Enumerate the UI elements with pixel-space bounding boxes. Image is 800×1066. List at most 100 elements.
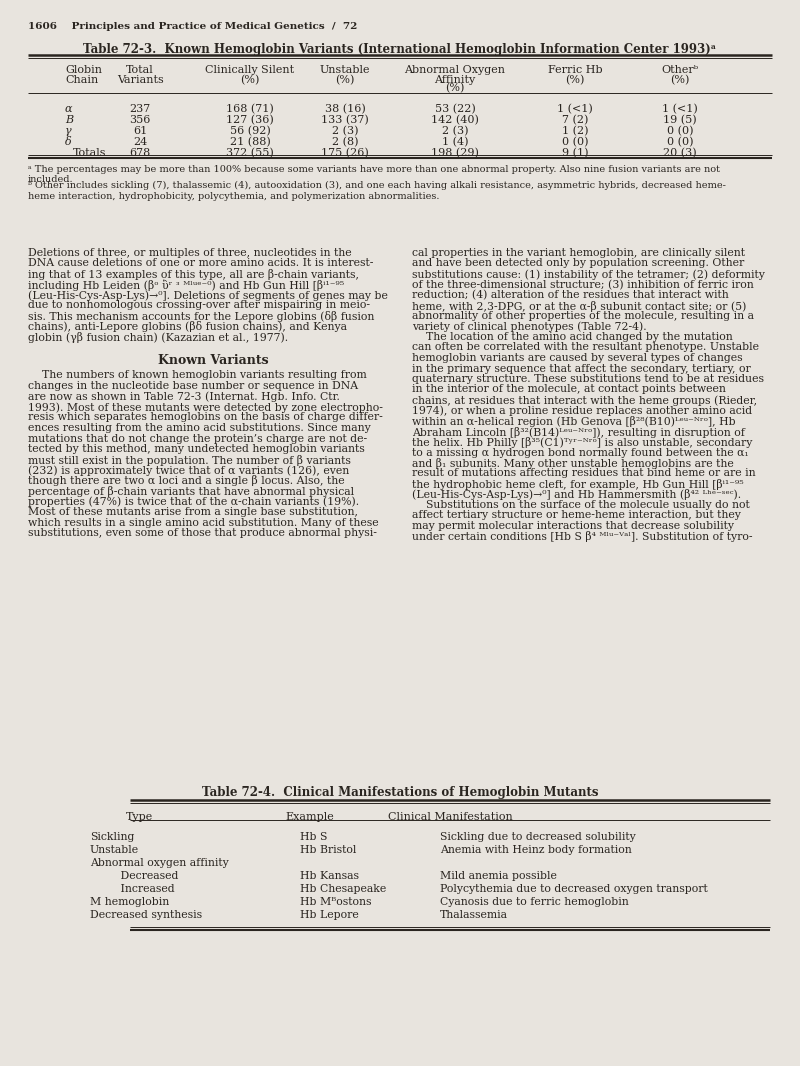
Text: though there are two α loci and a single β locus. Also, the: though there are two α loci and a single… [28, 475, 345, 486]
Text: Abnormal oxygen affinity: Abnormal oxygen affinity [90, 858, 229, 868]
Text: 168 (71): 168 (71) [226, 104, 274, 114]
Text: Abnormal Oxygen: Abnormal Oxygen [405, 65, 506, 75]
Text: 21 (88): 21 (88) [230, 138, 270, 147]
Text: Hb Kansas: Hb Kansas [300, 871, 359, 881]
Text: ences resulting from the amino acid substitutions. Since many: ences resulting from the amino acid subs… [28, 423, 370, 433]
Text: substitutions cause: (1) instability of the tetramer; (2) deformity: substitutions cause: (1) instability of … [412, 269, 765, 279]
Text: chains, at residues that interact with the heme groups (Rieder,: chains, at residues that interact with t… [412, 395, 757, 405]
Text: Polycythemia due to decreased oxygen transport: Polycythemia due to decreased oxygen tra… [440, 884, 708, 894]
Text: Cyanosis due to ferric hemoglobin: Cyanosis due to ferric hemoglobin [440, 897, 629, 907]
Text: tected by this method, many undetected hemoglobin variants: tected by this method, many undetected h… [28, 445, 365, 454]
Text: 2 (3): 2 (3) [442, 126, 468, 136]
Text: of the three-dimensional structure; (3) inhibition of ferric iron: of the three-dimensional structure; (3) … [412, 279, 754, 290]
Text: 678: 678 [130, 148, 150, 158]
Text: 0 (0): 0 (0) [666, 138, 694, 147]
Text: DNA cause deletions of one or more amino acids. It is interest-: DNA cause deletions of one or more amino… [28, 258, 374, 269]
Text: Table 72-4.  Clinical Manifestations of Hemoglobin Mutants: Table 72-4. Clinical Manifestations of H… [202, 786, 598, 800]
Text: Example: Example [286, 812, 334, 822]
Text: 1993). Most of these mutants were detected by zone electropho-: 1993). Most of these mutants were detect… [28, 402, 383, 413]
Text: Affinity: Affinity [434, 75, 476, 85]
Text: (%): (%) [566, 75, 585, 85]
Text: abnormality of other properties of the molecule, resulting in a: abnormality of other properties of the m… [412, 311, 754, 321]
Text: 133 (37): 133 (37) [321, 115, 369, 126]
Text: α: α [65, 104, 73, 114]
Text: in the interior of the molecule, at contact points between: in the interior of the molecule, at cont… [412, 385, 726, 394]
Text: (%): (%) [670, 75, 690, 85]
Text: 175 (26): 175 (26) [321, 148, 369, 159]
Text: Otherᵇ: Otherᵇ [662, 65, 698, 75]
Text: Type: Type [126, 812, 154, 822]
Text: 53 (22): 53 (22) [434, 104, 475, 114]
Text: hemoglobin variants are caused by several types of changes: hemoglobin variants are caused by severa… [412, 353, 742, 364]
Text: ᵇ Other includes sickling (7), thalassemic (4), autooxidation (3), and one each : ᵇ Other includes sickling (7), thalassem… [28, 181, 726, 200]
Text: the hydrophobic heme cleft, for example, Hb Gun Hill [βⁱ¹⁻⁹⁵: the hydrophobic heme cleft, for example,… [412, 479, 744, 490]
Text: Total: Total [126, 65, 154, 75]
Text: 1 (<1): 1 (<1) [662, 104, 698, 114]
Text: Known Variants: Known Variants [158, 355, 268, 368]
Text: mutations that do not change the protein’s charge are not de-: mutations that do not change the protein… [28, 434, 367, 443]
Text: heme, with 2,3-DPG, or at the α-β subunit contact site; or (5): heme, with 2,3-DPG, or at the α-β subuni… [412, 301, 746, 311]
Text: Deletions of three, or multiples of three, nucleotides in the: Deletions of three, or multiples of thre… [28, 248, 352, 258]
Text: Hb Chesapeake: Hb Chesapeake [300, 884, 386, 894]
Text: cal properties in the variant hemoglobin, are clinically silent: cal properties in the variant hemoglobin… [412, 248, 745, 258]
Text: Most of these mutants arise from a single base substitution,: Most of these mutants arise from a singl… [28, 507, 358, 517]
Text: properties (47%) is twice that of the α-chain variants (19%).: properties (47%) is twice that of the α-… [28, 497, 359, 507]
Text: affect tertiary structure or heme-heme interaction, but they: affect tertiary structure or heme-heme i… [412, 511, 741, 520]
Text: Unstable: Unstable [320, 65, 370, 75]
Text: Decreased: Decreased [110, 871, 178, 881]
Text: (%): (%) [240, 75, 260, 85]
Text: Increased: Increased [110, 884, 174, 894]
Text: Ferric Hb: Ferric Hb [548, 65, 602, 75]
Text: must still exist in the population. The number of β variants: must still exist in the population. The … [28, 454, 351, 466]
Text: Unstable: Unstable [90, 845, 139, 855]
Text: 19 (5): 19 (5) [663, 115, 697, 126]
Text: Totals: Totals [73, 148, 106, 158]
Text: resis which separates hemoglobins on the basis of charge differ-: resis which separates hemoglobins on the… [28, 413, 382, 422]
Text: Anemia with Heinz body formation: Anemia with Heinz body formation [440, 845, 632, 855]
Text: in the primary sequence that affect the secondary, tertiary, or: in the primary sequence that affect the … [412, 364, 750, 373]
Text: reduction; (4) alteration of the residues that interact with: reduction; (4) alteration of the residue… [412, 290, 729, 301]
Text: 38 (16): 38 (16) [325, 104, 366, 114]
Text: ᵃ The percentages may be more than 100% because some variants have more than one: ᵃ The percentages may be more than 100% … [28, 165, 720, 184]
Text: sis. This mechanism accounts for the Lepore globins (δβ fusion: sis. This mechanism accounts for the Lep… [28, 311, 374, 322]
Text: 0 (0): 0 (0) [666, 126, 694, 136]
Text: Hb Bristol: Hb Bristol [300, 845, 356, 855]
Text: substitutions, even some of those that produce abnormal physi-: substitutions, even some of those that p… [28, 528, 377, 538]
Text: 372 (55): 372 (55) [226, 148, 274, 159]
Text: chains), anti-Lepore globins (βδ fusion chains), and Kenya: chains), anti-Lepore globins (βδ fusion … [28, 322, 347, 333]
Text: 237: 237 [130, 104, 150, 114]
Text: γ: γ [65, 126, 72, 136]
Text: 2 (8): 2 (8) [332, 138, 358, 147]
Text: 356: 356 [130, 115, 150, 125]
Text: globin (γβ fusion chain) (Kazazian et al., 1977).: globin (γβ fusion chain) (Kazazian et al… [28, 332, 288, 343]
Text: ing that of 13 examples of this type, all are β-chain variants,: ing that of 13 examples of this type, al… [28, 269, 359, 280]
Text: Table 72-3.  Known Hemoglobin Variants (International Hemoglobin Information Cen: Table 72-3. Known Hemoglobin Variants (I… [83, 43, 717, 56]
Text: The numbers of known hemoglobin variants resulting from: The numbers of known hemoglobin variants… [28, 371, 366, 381]
Text: variety of clinical phenotypes (Table 72-4).: variety of clinical phenotypes (Table 72… [412, 322, 646, 333]
Text: 198 (29): 198 (29) [431, 148, 479, 159]
Text: Globin: Globin [65, 65, 102, 75]
Text: (%): (%) [446, 83, 465, 94]
Text: 7 (2): 7 (2) [562, 115, 588, 126]
Text: can often be correlated with the resultant phenotype. Unstable: can often be correlated with the resulta… [412, 342, 759, 353]
Text: percentage of β-chain variants that have abnormal physical: percentage of β-chain variants that have… [28, 486, 354, 497]
Text: the helix. Hb Philly [β³⁵(C1)ᵀʸʳ⁻ᴺʳᵒ] is also unstable, secondary: the helix. Hb Philly [β³⁵(C1)ᵀʸʳ⁻ᴺʳᵒ] is… [412, 437, 752, 448]
Text: under certain conditions [Hb S β⁴ ᴹˡᵘ⁻ⱽᵃˡ]. Substitution of tyro-: under certain conditions [Hb S β⁴ ᴹˡᵘ⁻ⱽᵃ… [412, 532, 753, 543]
Text: quaternary structure. These substitutions tend to be at residues: quaternary structure. These substitution… [412, 374, 764, 384]
Text: 24: 24 [133, 138, 147, 147]
Text: Chain: Chain [65, 75, 98, 85]
Text: 142 (40): 142 (40) [431, 115, 479, 126]
Text: 1 (2): 1 (2) [562, 126, 588, 136]
Text: (Leu-His-Cys-Asp-Lys)→⁰] and Hb Hammersmith (β⁴² ᴸʰᵉ⁻ˢᵉᶜ).: (Leu-His-Cys-Asp-Lys)→⁰] and Hb Hammersm… [412, 489, 741, 501]
Text: changes in the nucleotide base number or sequence in DNA: changes in the nucleotide base number or… [28, 381, 358, 391]
Text: 9 (1): 9 (1) [562, 148, 588, 159]
Text: including Hb Leiden (βᵒ ὒʳ ᶟ ᴹˡᵘᵉ⁻⁰) and Hb Gun Hill [βⁱ¹⁻⁹⁵: including Hb Leiden (βᵒ ὒʳ ᶟ ᴹˡᵘᵉ⁻⁰) and… [28, 279, 344, 291]
Text: Substitutions on the surface of the molecule usually do not: Substitutions on the surface of the mole… [412, 500, 750, 510]
Text: within an α-helical region (Hb Genova [β²⁸(B10)ᴸᵉᵘ⁻ᴺʳᵒ], Hb: within an α-helical region (Hb Genova [β… [412, 416, 736, 427]
Text: 1 (<1): 1 (<1) [557, 104, 593, 114]
Text: Sickling due to decreased solubility: Sickling due to decreased solubility [440, 831, 636, 842]
Text: 1 (4): 1 (4) [442, 138, 468, 147]
Text: The location of the amino acid changed by the mutation: The location of the amino acid changed b… [412, 332, 733, 342]
Text: 56 (92): 56 (92) [230, 126, 270, 136]
Text: 2 (3): 2 (3) [332, 126, 358, 136]
